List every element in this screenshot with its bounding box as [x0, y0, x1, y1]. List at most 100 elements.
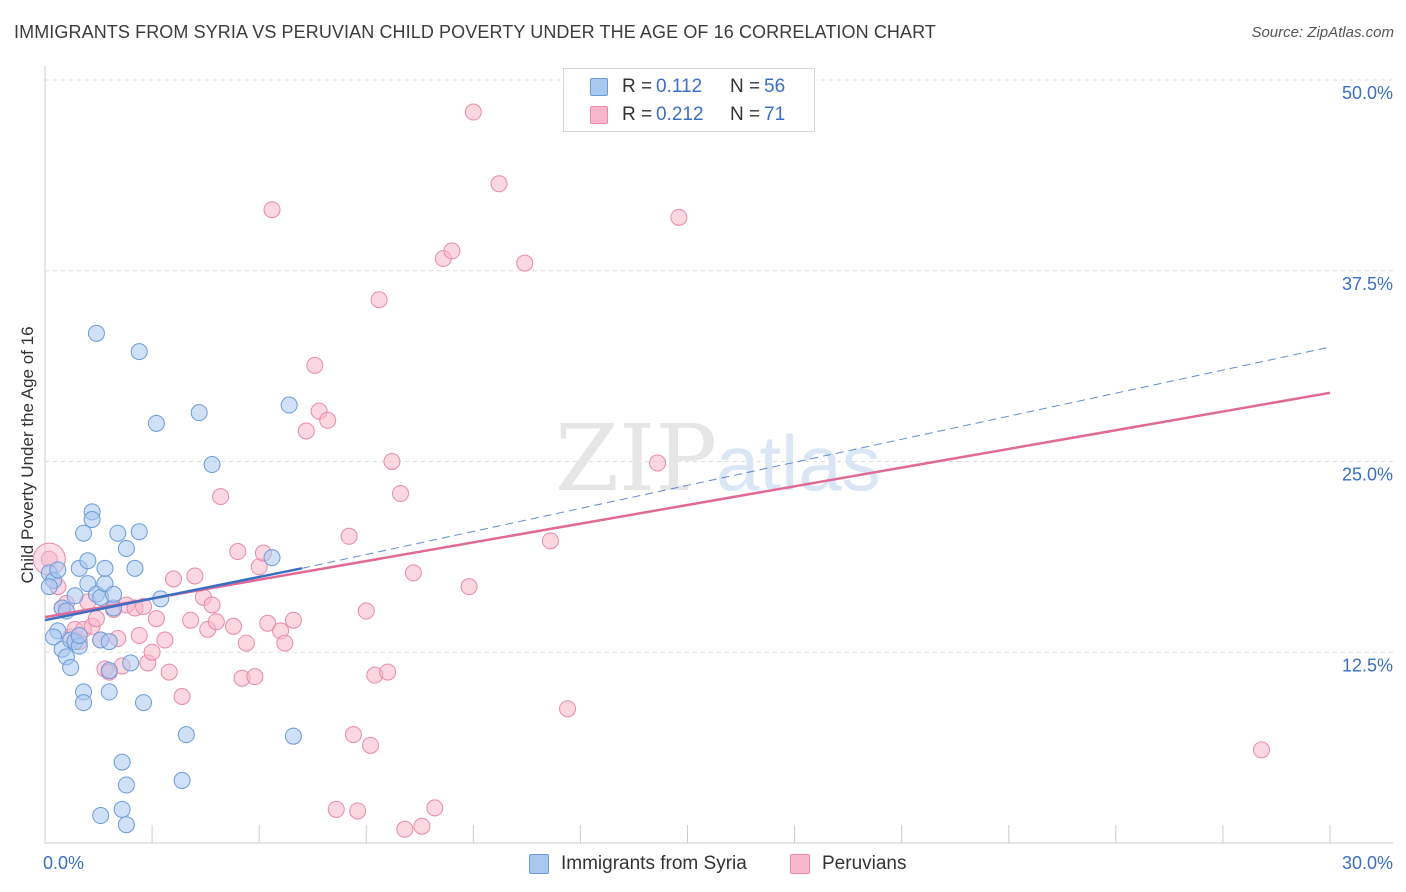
- y-tick-label: 50.0%: [1342, 83, 1393, 103]
- peruvians-point: [404, 564, 422, 582]
- peruvians-point: [541, 532, 559, 550]
- peruvians-point: [229, 543, 247, 561]
- peruvians-point: [143, 643, 161, 661]
- watermark: ZIP atlas: [555, 405, 881, 512]
- syria-point: [284, 727, 302, 745]
- peruvians-point: [263, 201, 281, 219]
- syria-point: [105, 585, 123, 603]
- syria-point: [135, 694, 153, 712]
- syria-points: [40, 324, 302, 834]
- bottom-legend-swatch-syria: [529, 854, 549, 874]
- legend-row-syria: R = 0.112 N = 56: [564, 73, 814, 101]
- peruvians-point: [362, 736, 380, 754]
- syria-point: [40, 578, 58, 596]
- syria-point: [126, 559, 144, 577]
- syria-trend-extension: [301, 346, 1331, 569]
- watermark-atlas: atlas: [716, 419, 881, 507]
- syria-point: [177, 726, 195, 744]
- source-label: Source: ZipAtlas.com: [1251, 24, 1394, 41]
- syria-point: [45, 628, 63, 646]
- peruvians-point: [156, 631, 174, 649]
- peruvians-point: [173, 688, 191, 706]
- peruvians-point: [246, 668, 264, 686]
- legend-row-peruvians: R = 0.212 N = 71: [564, 101, 814, 129]
- bottom-legend-swatch-peruvians: [790, 854, 810, 874]
- tick-labels: 12.5% 25.0% 37.5% 50.0% 0.0% 30.0%: [43, 83, 1393, 873]
- syria-point: [280, 396, 298, 414]
- peruvians-point: [224, 617, 242, 635]
- peruvians-point: [340, 527, 358, 545]
- syria-point: [147, 414, 165, 432]
- syria-point: [79, 552, 97, 570]
- peruvians-point: [297, 422, 315, 440]
- legend-r-label: R =: [622, 76, 653, 97]
- syria-point: [109, 524, 127, 542]
- syria-point: [75, 694, 93, 712]
- y-tick-label: 37.5%: [1342, 274, 1393, 294]
- syria-point: [122, 654, 140, 672]
- syria-point: [117, 816, 135, 834]
- trend-lines: [44, 346, 1331, 622]
- peruvians-point: [392, 485, 410, 503]
- peruvians-point: [516, 254, 534, 272]
- legend-n-label: N =: [730, 76, 761, 97]
- syria-point: [100, 662, 118, 680]
- syria-point: [130, 343, 148, 361]
- x-tick-label: 30.0%: [1342, 853, 1393, 873]
- peruvians-point: [87, 610, 105, 628]
- syria-point: [263, 549, 281, 567]
- grid-lines: [45, 79, 1393, 653]
- peruvians-point: [559, 700, 577, 718]
- peruvians-point: [135, 597, 153, 615]
- peruvians-point: [259, 614, 277, 632]
- peruvians-trend-line: [44, 391, 1331, 619]
- peruvians-point: [357, 602, 375, 620]
- peruvians-point: [284, 611, 302, 629]
- syria-point: [117, 776, 135, 794]
- peruvians-point: [396, 820, 414, 838]
- y-tick-label: 25.0%: [1342, 465, 1393, 485]
- legend-r-value: 0.212: [656, 104, 704, 125]
- syria-trend-line: [44, 567, 303, 622]
- chart-title: IMMIGRANTS FROM SYRIA VS PERUVIAN CHILD …: [14, 22, 936, 42]
- legend-swatch-syria: [590, 78, 608, 96]
- peruvians-point: [327, 800, 345, 818]
- syria-point: [113, 800, 131, 818]
- syria-point: [117, 539, 135, 557]
- legend-n-value: 71: [764, 104, 786, 125]
- syria-point: [49, 561, 67, 579]
- peruvians-point: [165, 570, 182, 588]
- peruvians-point: [349, 802, 367, 820]
- peruvians-point: [319, 411, 337, 429]
- syria-point: [96, 559, 114, 577]
- legend-n-value: 56: [764, 76, 786, 97]
- syria-point: [87, 324, 105, 342]
- syria-point: [190, 404, 208, 422]
- syria-point: [173, 771, 191, 789]
- peruvians-point: [237, 634, 255, 652]
- peruvians-point: [344, 726, 362, 744]
- peruvians-point: [464, 103, 482, 121]
- peruvians-point: [379, 663, 397, 681]
- peruvians-point: [182, 611, 200, 629]
- axes: [44, 66, 1393, 844]
- syria-point: [203, 456, 221, 474]
- x-tick-label: 0.0%: [43, 853, 84, 873]
- peruvians-point: [212, 488, 230, 506]
- bottom-legend-label-syria: Immigrants from Syria: [561, 853, 747, 874]
- peruvians-point: [443, 242, 461, 260]
- peruvians-point: [383, 453, 401, 470]
- peruvians-point: [306, 356, 324, 374]
- legend-box: R = 0.112 N = 56 R = 0.212 N = 71: [563, 68, 815, 132]
- peruvians-point: [413, 817, 431, 835]
- peruvians-point: [147, 610, 165, 628]
- peruvians-point: [207, 613, 225, 631]
- y-axis-label: Child Poverty Under the Age of 16: [18, 326, 37, 583]
- syria-point: [113, 753, 131, 771]
- legend-n-label: N =: [730, 104, 761, 125]
- peruvians-point: [276, 634, 294, 652]
- syria-point: [70, 626, 88, 644]
- syria-point: [75, 524, 93, 542]
- bottom-legend-label-peruvians: Peruvians: [822, 853, 907, 874]
